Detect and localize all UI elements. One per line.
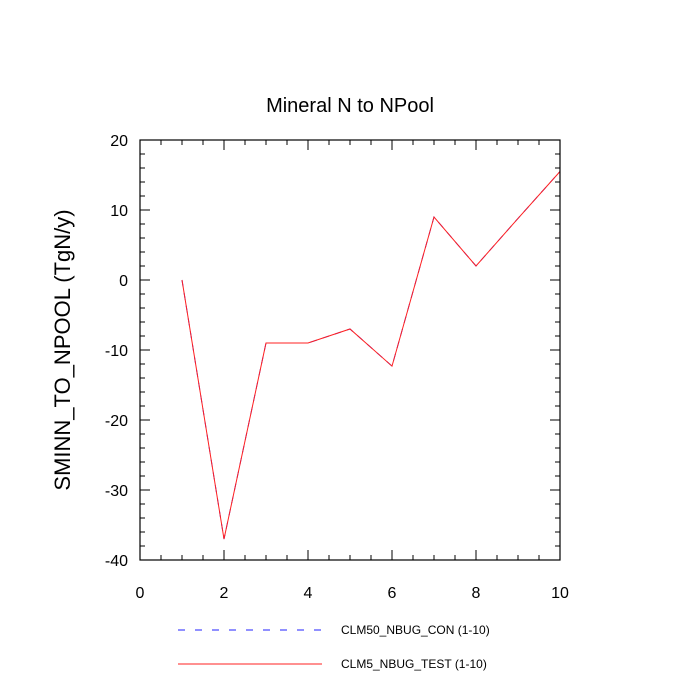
x-tick-label: 4 xyxy=(304,585,313,602)
series-layer xyxy=(181,171,561,540)
x-tick-label: 10 xyxy=(551,585,569,602)
series-line-1 xyxy=(181,171,561,540)
y-tick-label: -10 xyxy=(105,343,128,360)
series-line-2 xyxy=(181,171,561,540)
x-tick-label: 2 xyxy=(220,585,229,602)
y-tick-label: -40 xyxy=(105,553,128,570)
x-tick-label: 8 xyxy=(472,585,481,602)
legend: CLM50_NBUG_CON (1-10) CLM5_NBUG_TEST (1-1… xyxy=(178,623,490,671)
y-tick-label: -20 xyxy=(105,413,128,430)
chart-title: Mineral N to NPool xyxy=(266,95,434,117)
y-axis-label: SMINN_TO_NPOOL (TgN/y) xyxy=(50,209,75,490)
y-tick-label: 20 xyxy=(110,133,128,150)
plot-frame xyxy=(139,139,561,561)
y-tick-label: -30 xyxy=(105,483,128,500)
x-tick-label: 6 xyxy=(388,585,397,602)
legend-label-2: CLM5_NBUG_TEST (1-10) xyxy=(341,657,487,671)
axis-ticks: 0 2 4 6 8 10 -40 -30 -20 -10 0 10 20 xyxy=(105,133,569,602)
y-tick-label: 0 xyxy=(119,273,128,290)
y-tick-label: 10 xyxy=(110,203,128,220)
x-tick-label: 0 xyxy=(136,585,145,602)
legend-label-1: CLM50_NBUG_CON (1-10) xyxy=(341,623,490,637)
